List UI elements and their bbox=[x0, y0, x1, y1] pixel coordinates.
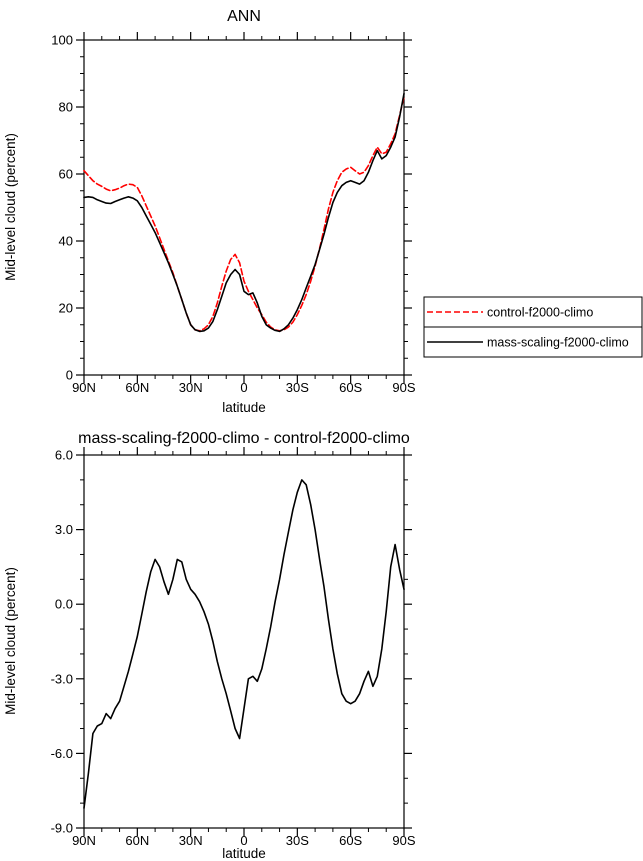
plot-frame bbox=[83, 39, 405, 376]
y-tick-label: 20 bbox=[59, 301, 73, 316]
bottom-x-axis-label: latitude bbox=[222, 846, 266, 861]
y-tick-label: -6.0 bbox=[51, 746, 73, 761]
x-tick-label: 60N bbox=[125, 833, 149, 848]
x-tick-label: 90S bbox=[392, 380, 415, 395]
y-tick-label: 60 bbox=[59, 167, 73, 182]
top-y-axis-label: Mid-level cloud (percent) bbox=[3, 133, 18, 281]
x-tick-label: 30N bbox=[179, 833, 203, 848]
chart-0: 0 20 40 60 80 100 90N 60N 30N 0 30S 60S 90S control-f… bbox=[51, 32, 643, 395]
legend-box bbox=[423, 296, 643, 328]
x-tick-label: 30S bbox=[286, 833, 309, 848]
y-tick-label: -9.0 bbox=[51, 821, 73, 836]
y-tick-label: 3.0 bbox=[55, 522, 73, 537]
y-tick-label: 6.0 bbox=[55, 448, 73, 463]
y-tick-label: 0 bbox=[66, 368, 73, 383]
series-line-mass-scaling-f2000-climo bbox=[83, 92, 405, 333]
y-tick-label: 100 bbox=[51, 33, 73, 48]
x-tick-label: 90S bbox=[392, 833, 415, 848]
x-tick-label: 60S bbox=[339, 380, 362, 395]
x-tick-label: 90N bbox=[72, 380, 96, 395]
chart-1: -9.0 -6.0 -3.0 0.0 3.0 6.0 90N 60N 30N 0 30S 60S 90S bbox=[51, 447, 416, 848]
plot-frame bbox=[83, 454, 405, 829]
x-tick-label: 60N bbox=[125, 380, 149, 395]
bottom-chart-title: mass-scaling-f2000-climo - control-f2000… bbox=[78, 430, 410, 447]
x-tick-label: 30N bbox=[179, 380, 203, 395]
x-tick-label: 90N bbox=[72, 833, 96, 848]
legend-label: mass-scaling-f2000-climo bbox=[487, 336, 629, 350]
x-tick-label: 30S bbox=[286, 380, 309, 395]
plots-container: 0 20 40 60 80 100 90N 60N 30N 0 30S 60S 90S control-f… bbox=[51, 32, 643, 848]
y-tick-label: 80 bbox=[59, 100, 73, 115]
legend-label: control-f2000-climo bbox=[487, 306, 593, 320]
x-tick-label: 60S bbox=[339, 833, 362, 848]
series-line-mass-scaling-f2000-climo - control-f2000-climo bbox=[83, 479, 405, 809]
top-x-axis-label: latitude bbox=[222, 400, 266, 415]
top-chart-title: ANN bbox=[227, 8, 261, 25]
x-tick-label: 0 bbox=[240, 833, 247, 848]
bottom-y-axis-label: Mid-level cloud (percent) bbox=[3, 567, 18, 715]
x-tick-label: 0 bbox=[240, 380, 247, 395]
series-line-control-f2000-climo bbox=[83, 96, 405, 332]
y-tick-label: 40 bbox=[59, 234, 73, 249]
y-tick-label: 0.0 bbox=[55, 597, 73, 612]
y-tick-label: -3.0 bbox=[51, 671, 73, 686]
